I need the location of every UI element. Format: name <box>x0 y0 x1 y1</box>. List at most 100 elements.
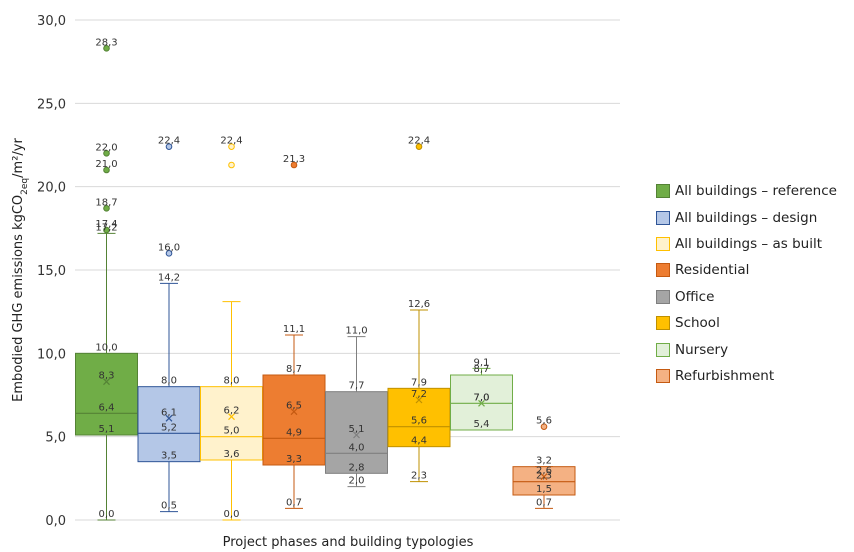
data-label: 22,4 <box>158 136 180 147</box>
data-label: 7,7 <box>349 381 365 392</box>
data-label: 8,0 <box>161 376 177 387</box>
legend-label: Residential <box>675 262 750 279</box>
legend-label: All buildings – reference <box>675 183 837 200</box>
data-label: 22,4 <box>220 136 242 147</box>
box-all-buildings-as-built <box>200 143 263 521</box>
x-axis-title: Project phases and building typologies <box>223 535 474 550</box>
y-tick-label: 25,0 <box>37 97 66 112</box>
legend-label: Office <box>675 288 715 305</box>
legend-item: Refurbishment <box>656 363 837 389</box>
data-label: 9,1 <box>474 357 490 368</box>
legend-item: All buildings – design <box>656 204 837 230</box>
legend-label: Refurbishment <box>675 367 775 384</box>
data-label: 21,0 <box>95 159 117 170</box>
data-label: 4,0 <box>349 442 365 453</box>
legend-swatch <box>656 263 670 278</box>
box-body <box>325 391 388 474</box>
outlier-point <box>228 143 235 150</box>
outlier-point <box>165 143 173 150</box>
y-axis-title: Embodied GHG emissions kgCO2eq/m²/yr <box>11 138 30 402</box>
data-label: 4,9 <box>286 427 302 438</box>
y-axis-title-subscript: 2eq <box>20 178 30 195</box>
data-label: 0,0 <box>224 509 240 520</box>
data-label: 6,2 <box>224 406 240 417</box>
box-body <box>75 352 138 436</box>
data-label: 5,1 <box>99 424 115 435</box>
box-body <box>200 386 263 461</box>
data-label: 7,0 <box>474 392 490 403</box>
outlier-point <box>103 150 110 157</box>
outlier-point <box>103 226 110 234</box>
data-label: 2,3 <box>536 471 552 482</box>
y-tick-label: 15,0 <box>37 264 66 279</box>
data-label: 7,2 <box>411 389 427 400</box>
legend-item: Nursery <box>656 336 837 362</box>
mean-marker <box>165 414 173 422</box>
box-series <box>75 45 576 521</box>
data-label: 2,3 <box>411 471 427 482</box>
data-label: 22,0 <box>95 142 117 153</box>
box-body <box>387 387 451 448</box>
data-label: 5,2 <box>161 422 177 433</box>
box-school <box>387 143 451 483</box>
data-label: 3,5 <box>161 451 177 462</box>
data-label: 5,1 <box>349 424 365 435</box>
legend-swatch <box>656 289 670 304</box>
legend-label: School <box>675 315 720 332</box>
data-label: 11,0 <box>345 326 367 337</box>
y-tick-label: 20,0 <box>37 181 66 196</box>
legend-label: All buildings – as built <box>675 235 822 252</box>
data-label: 2,6 <box>536 466 552 477</box>
mean-marker <box>290 408 298 416</box>
legend-swatch <box>656 184 670 199</box>
box-office <box>325 336 388 488</box>
outlier-point <box>103 45 110 52</box>
box-body <box>512 466 576 496</box>
data-label: 5,4 <box>474 419 490 430</box>
mean-marker <box>540 473 548 481</box>
box-residential <box>262 161 326 509</box>
data-label: 12,6 <box>408 299 430 310</box>
legend-swatch <box>656 342 670 357</box>
data-label: 7,9 <box>411 377 427 388</box>
data-label: 8,3 <box>99 371 115 382</box>
y-tick-label: 10,0 <box>37 347 66 362</box>
legend-swatch <box>656 316 670 331</box>
data-label: 14,2 <box>158 272 180 283</box>
data-label: 8,0 <box>224 376 240 387</box>
outlier-point <box>228 161 235 169</box>
mean-marker <box>103 378 110 386</box>
data-label: 28,3 <box>95 37 117 48</box>
data-label: 8,7 <box>474 364 490 375</box>
box-body <box>262 374 326 466</box>
box-all-buildings-reference <box>75 45 138 521</box>
mean-marker <box>415 396 423 404</box>
outlier-point <box>290 161 298 169</box>
mean-marker <box>478 399 485 407</box>
legend-item: All buildings – as built <box>656 231 837 257</box>
data-label: 3,6 <box>224 449 240 460</box>
legend-swatch <box>656 236 670 251</box>
legend-swatch <box>656 210 670 225</box>
data-label: 3,3 <box>286 454 302 465</box>
legend-item: All buildings – reference <box>656 178 837 204</box>
legend-item: School <box>656 310 837 336</box>
legend-swatch <box>656 368 670 383</box>
data-label: 8,7 <box>286 364 302 375</box>
data-label: 2,8 <box>349 462 365 473</box>
data-label: 1,5 <box>536 484 552 495</box>
data-label: 10,0 <box>95 342 117 353</box>
box-refurbishment <box>512 423 576 509</box>
legend-label: Nursery <box>675 341 729 358</box>
outlier-point <box>103 205 110 212</box>
data-label: 16,0 <box>158 242 180 253</box>
outlier-point <box>165 250 173 257</box>
data-label: 0,5 <box>161 501 177 512</box>
data-label: 4,4 <box>411 436 427 447</box>
legend: All buildings – reference All buildings –… <box>656 178 837 389</box>
data-label: 22,4 <box>408 136 430 147</box>
mean-marker <box>228 413 235 421</box>
data-label: 2,0 <box>349 476 365 487</box>
mean-marker <box>353 431 360 439</box>
